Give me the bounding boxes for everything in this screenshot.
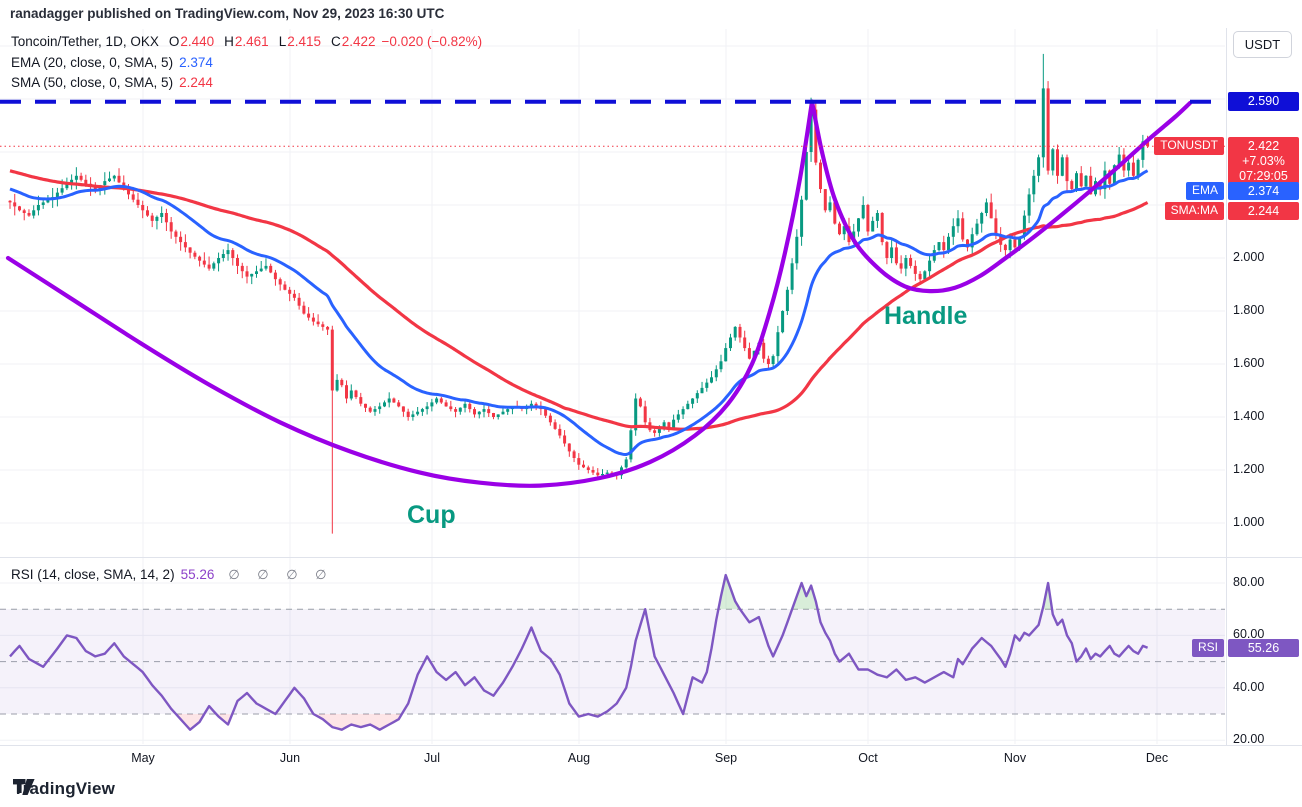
rsi-tag: RSI [1191,639,1224,657]
price-axis-border [1226,28,1227,745]
high-label: H [224,34,234,49]
currency-toggle-button[interactable]: USDT [1233,31,1292,58]
month-tick: Dec [1145,751,1169,765]
time-axis-border [0,745,1302,746]
month-tick: May [131,751,155,765]
high-value: 2.461 [234,34,269,49]
rsi-legend-label: RSI (14, close, SMA, 14, 2) [11,567,175,582]
month-tick: Sep [714,751,738,765]
attribution-text: ranadagger published on TradingView.com,… [10,6,445,21]
candles-layer [8,53,1150,534]
price-tick: 1.000 [1233,515,1265,529]
open-label: O [168,34,180,49]
price-tick: 2.000 [1233,250,1265,264]
symbol-title: Toncoin/Tether, 1D, OKX [11,34,159,49]
pane-separator[interactable] [0,557,1302,558]
rsi-value-box: 55.26 [1228,639,1299,657]
open-value: 2.440 [180,34,215,49]
price-tick: 1.400 [1233,409,1265,423]
last-price-value: 2.422 [1247,139,1280,153]
ema-line [9,169,1149,457]
sma-legend-value: 2.244 [179,75,213,90]
price-tick: 1.600 [1233,356,1265,370]
rsi-band [0,609,1225,714]
resistance-level-label[interactable]: 2.590 [1228,92,1299,111]
month-tick: Nov [1003,751,1027,765]
rsi-tick: 20.00 [1233,732,1265,747]
rsi-tick: 80.00 [1233,575,1265,589]
indicator-lines-layer [5,99,1193,488]
symbol-price-tag: TONUSDT [1154,137,1224,155]
rsi-tick: 60.00 [1233,627,1265,642]
cup-curve [5,99,815,488]
sma-legend-label: SMA (50, close, 0, SMA, 5) [11,75,174,90]
low-value: 2.415 [287,34,321,49]
last-price-box: 2.422 +7.03% 07:29:05 [1228,137,1299,184]
month-tick: Jun [279,751,301,765]
cup-annotation[interactable]: Cup [407,501,456,529]
sma-line [9,169,1149,431]
sma-value-box: 2.244 [1228,202,1299,220]
handle-curve [809,99,1193,294]
handle-annotation[interactable]: Handle [884,302,968,330]
ema-legend-row[interactable]: EMA (20, close, 0, SMA, 5) 2.374 [11,55,213,70]
ema-legend-value: 2.374 [179,55,213,70]
rsi-hidden-plots-icons[interactable]: ∅ ∅ ∅ ∅ [228,567,334,582]
ema-legend-label: EMA (20, close, 0, SMA, 5) [11,55,174,70]
rsi-legend-row[interactable]: RSI (14, close, SMA, 14, 2) 55.26 ∅ ∅ ∅ … [11,567,334,583]
close-value: 2.422 [341,34,376,49]
sma-legend-row[interactable]: SMA (50, close, 0, SMA, 5) 2.244 [11,75,213,90]
month-tick: Oct [858,751,878,765]
low-label: L [278,34,287,49]
month-tick: Jul [424,751,440,765]
footer-brand[interactable]: TradingView [13,779,115,799]
last-price-change: +7.03% [1242,154,1285,168]
rsi-line [9,573,1149,731]
tradingview-logo-icon [13,779,35,795]
price-tick: 1.200 [1233,462,1265,476]
month-tick: Aug [567,751,591,765]
ema-tag: EMA [1185,182,1224,200]
close-label: C [331,34,341,49]
rsi-tick: 40.00 [1233,679,1265,694]
tradingview-wordmark: TradingView [13,779,116,798]
change-value: −0.020 (−0.82%) [381,34,483,49]
sma-tag: SMA:MA [1164,202,1224,220]
rsi-legend-value: 55.26 [180,567,215,582]
price-tick: 1.800 [1233,303,1265,317]
bar-countdown: 07:29:05 [1239,169,1288,183]
ema-value-box: 2.374 [1228,182,1299,200]
